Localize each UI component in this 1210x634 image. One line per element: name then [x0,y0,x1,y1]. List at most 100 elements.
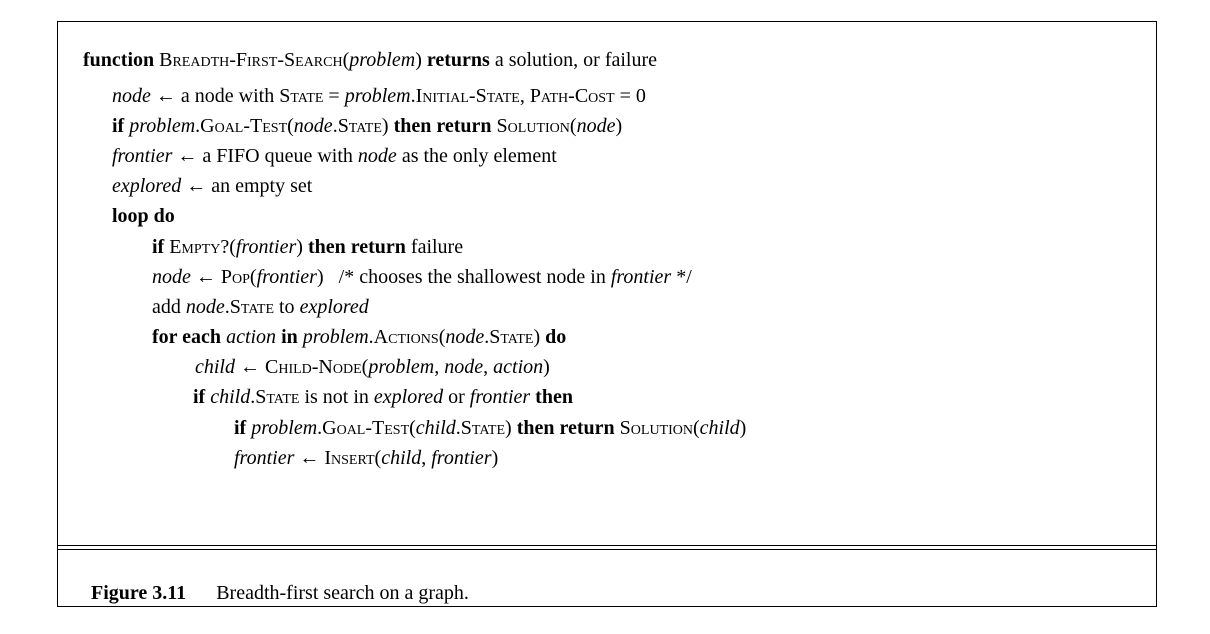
text: , [434,356,445,378]
text: , [421,447,432,469]
field-name: State [337,115,382,137]
text: ( [569,115,577,137]
text: ( [361,356,369,378]
text: ← [190,266,221,288]
variable: frontier [112,145,173,167]
text: ) [533,326,541,348]
variable: child [381,447,422,469]
caption-divider-top [58,545,1156,546]
text: ( [693,417,700,439]
algorithm-line-2: node ← a node with State = problem.Initi… [112,84,646,108]
variable: problem [368,356,435,378]
keyword: if [152,236,165,258]
text: add [152,296,186,318]
text: failure [405,236,464,258]
text: ) [381,115,389,137]
algorithm-line-5: explored ← an empty set [112,174,312,198]
text: ) [491,447,499,469]
text: . [455,417,461,439]
function-name: Solution [619,417,693,439]
variable: child [699,417,740,439]
text: . [332,115,338,137]
keyword: for each [152,326,222,348]
function-name: Insert [324,447,375,469]
variable: node [576,115,616,137]
algorithm-line-8: node ← Pop(frontier) /* chooses the shal… [152,265,692,289]
text: ) [415,49,422,71]
variable: problem [349,49,416,71]
text: ( [342,49,350,71]
function-name: Pop [220,266,250,288]
field-name: State [255,386,300,408]
algorithm-line-10: for each action in problem.Actions(node.… [152,325,566,349]
variable: node [445,326,485,348]
keyword: in [276,326,298,348]
algorithm-line-1: function Breadth-First-Search(problem) r… [83,48,657,72]
algorithm-figure: function Breadth-First-Search(problem) r… [57,21,1157,607]
variable: problem [129,115,196,137]
keyword: if [234,417,247,439]
function-name: Solution [496,115,570,137]
keyword: then return [388,115,492,137]
text: . [410,85,416,107]
variable: node [293,115,333,137]
text: = [323,85,345,107]
text: ← a node with [150,85,280,107]
text: ← [235,356,265,378]
function-name: Actions [373,326,439,348]
text: is not in [299,386,374,408]
variable: frontier [234,447,295,469]
text: ) [316,266,324,288]
variable: node [112,85,151,107]
keyword: do [540,326,567,348]
function-name: Child-Node [265,356,362,378]
text: ) [615,115,623,137]
text: ) [543,356,550,378]
text: . [368,326,374,348]
variable: action [226,326,277,348]
text: . [484,326,490,348]
figure-caption: Figure 3.11 Breadth-first search on a gra… [91,581,469,605]
variable: problem [344,85,411,107]
keyword: then return [302,236,406,258]
keyword: returns [421,49,490,71]
text: , [519,85,530,107]
variable: node [185,296,225,318]
algorithm-line-13: if problem.Goal-Test(child.State) then r… [234,416,746,440]
variable: explored [373,386,444,408]
text: ( [409,417,416,439]
keyword: loop do [112,205,175,227]
text: ← a FIFO queue with [172,145,358,167]
variable: node [444,356,484,378]
algorithm-line-14: frontier ← Insert(child, frontier) [234,446,498,470]
variable: explored [299,296,369,318]
function-name: Breadth-First-Search [159,49,343,71]
text: ( [249,266,257,288]
field-name: State [279,85,324,107]
caption-divider-bottom [58,549,1156,550]
text: ) [505,417,512,439]
comment: /* chooses the shallowest node in [323,266,611,288]
text: . [195,115,201,137]
keyword: then return [511,417,615,439]
variable: child [415,417,456,439]
variable: node [357,145,397,167]
function-name: Goal-Test [322,417,410,439]
text: . [250,386,256,408]
variable: frontier [610,266,672,288]
function-name: Goal-Test [200,115,288,137]
keyword: if [193,386,206,408]
algorithm-line-3: if problem.Goal-Test(node.State) then re… [112,114,622,138]
keyword: then [530,386,573,408]
text: ( [229,236,236,258]
text: a solution, or failure [489,49,658,71]
field-name: Initial-State [415,85,520,107]
keyword: if [112,115,125,137]
text: ) [739,417,747,439]
field-name: State [229,296,274,318]
text: ( [438,326,446,348]
text: ← an empty set [181,175,313,197]
text: ( [287,115,294,137]
text: ( [374,447,382,469]
text: as the only element [396,145,557,167]
